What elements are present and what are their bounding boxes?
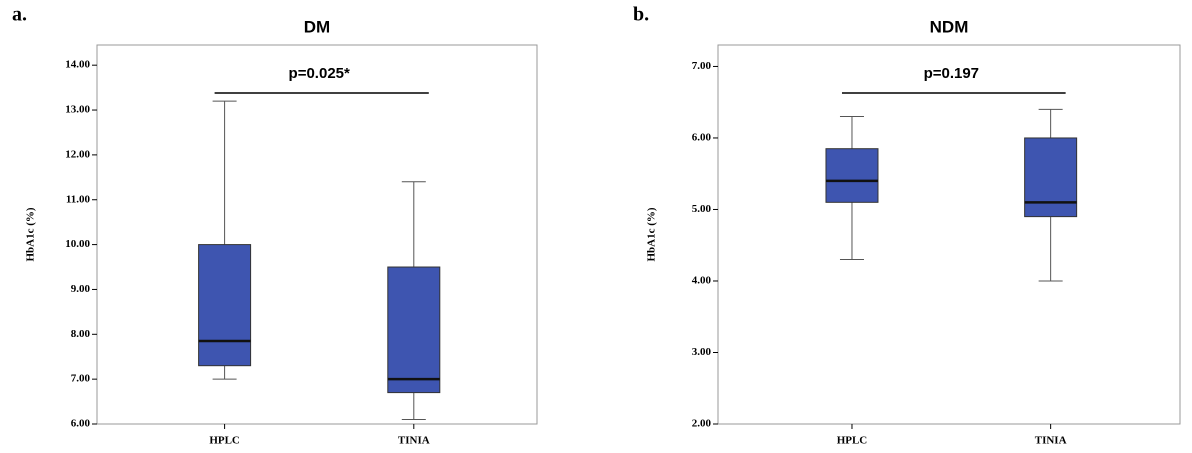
- y-axis-label: HbA1c (%): [25, 207, 37, 261]
- y-tick-label: 5.00: [692, 203, 712, 215]
- box: [198, 244, 252, 367]
- chart-title: DM: [304, 17, 330, 36]
- panel-label: a.: [12, 4, 27, 26]
- y-tick-label: 9.00: [71, 283, 91, 295]
- y-tick-label: 3.00: [692, 346, 712, 358]
- x-tick-label: HPLC: [209, 435, 240, 447]
- box: [387, 266, 441, 394]
- y-tick-label: 6.00: [692, 131, 712, 143]
- box: [825, 148, 879, 203]
- panel-label: b.: [633, 4, 649, 26]
- y-tick-label: 7.00: [71, 373, 91, 385]
- x-tick-label: TINIA: [1035, 435, 1067, 447]
- y-tick-label: 10.00: [65, 238, 90, 250]
- y-tick-label: 6.00: [71, 418, 91, 430]
- x-tick-label: TINIA: [398, 435, 430, 447]
- y-tick-label: 14.00: [65, 59, 90, 71]
- x-tick-label: HPLC: [837, 435, 868, 447]
- y-tick-label: 2.00: [692, 418, 712, 430]
- chart-title: NDM: [930, 17, 969, 36]
- y-tick-label: 13.00: [65, 104, 90, 116]
- y-tick-label: 8.00: [71, 328, 91, 340]
- y-tick-label: 12.00: [65, 148, 90, 160]
- y-tick-label: 4.00: [692, 275, 712, 287]
- y-tick-label: 11.00: [66, 193, 91, 205]
- annotation: p=0.197: [924, 65, 979, 82]
- y-tick-label: 7.00: [692, 60, 712, 72]
- annotation: p=0.025*: [289, 65, 350, 82]
- plot-frame: [717, 44, 1181, 425]
- y-axis-label: HbA1c (%): [646, 207, 658, 261]
- box: [1024, 137, 1078, 218]
- plot-frame: [96, 44, 538, 425]
